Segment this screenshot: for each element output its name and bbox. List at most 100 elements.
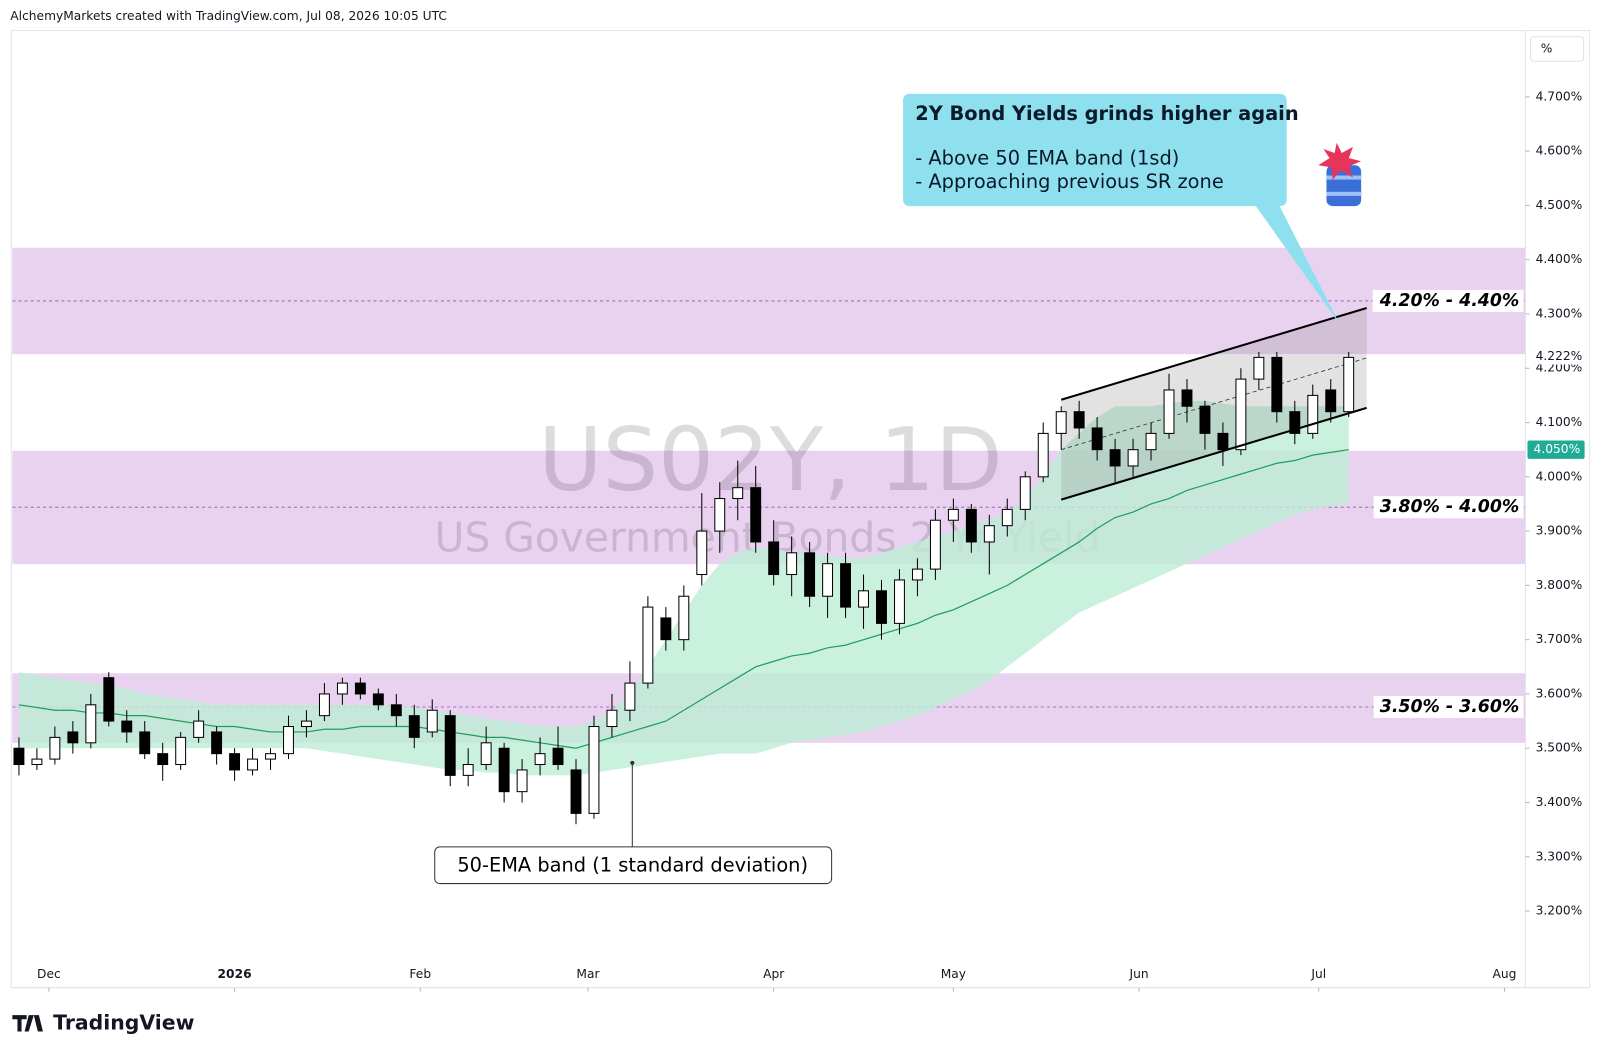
logo-mark [12, 1015, 43, 1032]
candle-body [1127, 449, 1139, 467]
y-tick-label: 4.400% [1536, 252, 1583, 266]
x-tick-label: Dec [37, 967, 61, 981]
zone-label-bg [1373, 695, 1524, 718]
callout-line: 2Y Bond Yields grinds higher again [915, 102, 1298, 125]
plot: 4.20% - 4.40% 3.80% - 4.00% 3.50% - 3.60% U… [11, 30, 1590, 992]
candle-body [822, 563, 834, 597]
candle-body [1037, 432, 1049, 478]
candle-body [732, 487, 744, 500]
candle-body [642, 606, 654, 684]
barrel-ring [1326, 175, 1362, 180]
candle-body [157, 753, 169, 766]
ema-price-label: 4.050% [1534, 442, 1581, 456]
unit-label: % [1541, 41, 1553, 55]
candle-body [965, 508, 977, 543]
candle-body [103, 677, 115, 722]
zone-label: 4.20% - 4.40% [1379, 291, 1520, 311]
candle-body [1235, 378, 1247, 451]
candle-body [588, 726, 600, 814]
candle-body [786, 552, 798, 576]
candle-body [444, 715, 456, 776]
candle-body [714, 498, 726, 532]
candle-body [211, 731, 223, 755]
candle-body [947, 508, 959, 521]
candle-body [354, 682, 366, 695]
header: AlchemyMarkets created with TradingView.… [10, 9, 447, 23]
candle-body [606, 709, 618, 728]
channel-midline [1061, 357, 1367, 451]
y-tick-label: 4.500% [1536, 198, 1583, 212]
logo-text: TradingView [53, 1010, 194, 1034]
ema-price-box [1527, 440, 1585, 459]
candle-body [13, 747, 25, 766]
last-price-label: 4.222% [1536, 349, 1583, 363]
candle-body [408, 715, 420, 738]
x-tick-label: Aug [1493, 967, 1517, 981]
x-tick-label: Jun [1128, 967, 1148, 981]
candle-body [229, 753, 241, 771]
candle-body [85, 704, 97, 744]
y-tick-label: 4.100% [1536, 415, 1583, 429]
y-tick-label: 3.200% [1536, 904, 1583, 918]
watermark-symbol: US02Y, 1D [538, 409, 1002, 511]
y-tick-label: 3.400% [1536, 795, 1583, 809]
callout-line: - Approaching previous SR zone [915, 170, 1223, 193]
candle-body [534, 753, 546, 766]
x-tick-label: Feb [409, 967, 431, 981]
x-tick-label: Jul [1310, 967, 1326, 981]
y-tick-label: 3.700% [1536, 632, 1583, 646]
candle-body [696, 530, 708, 576]
last-price-box [1527, 348, 1587, 365]
candle-body [49, 736, 61, 760]
candle-body [804, 552, 816, 597]
zone-label: 3.80% - 4.00% [1380, 497, 1520, 517]
candle-body [624, 682, 636, 711]
candle-body [1001, 508, 1013, 527]
x-tick-label: Apr [763, 967, 785, 981]
y-tick-label: 4.700% [1536, 89, 1583, 103]
candle-body [1163, 389, 1175, 434]
candle-body [894, 579, 905, 624]
callout-box [903, 93, 1287, 207]
zone-label-bg [1372, 289, 1524, 312]
candle-body [1343, 356, 1355, 413]
candle-body [768, 541, 780, 576]
x-tick-label: 2026 [218, 967, 252, 981]
candle-body [67, 731, 79, 744]
candle-body [480, 742, 492, 766]
barrel-icon [1318, 142, 1362, 207]
candle-body [1325, 389, 1337, 413]
y-tick-label: 4.600% [1536, 144, 1583, 158]
explosion [1318, 142, 1362, 180]
candle-body [1271, 356, 1283, 413]
candle-body [1091, 427, 1103, 451]
candle-body [1055, 411, 1067, 434]
y-tick-label: 4.000% [1536, 469, 1583, 483]
y-tick-label: 4.300% [1536, 306, 1583, 320]
candle-body [750, 487, 762, 543]
logo: TradingView [12, 1010, 195, 1034]
candle-body [1217, 432, 1229, 451]
candle-body [1019, 476, 1031, 510]
channel-upper [1060, 307, 1367, 401]
annotation-box [434, 846, 833, 885]
candle-body [1289, 411, 1301, 434]
callout-line: - Above 50 EMA band (1sd) [915, 147, 1179, 170]
ema-band [18, 400, 1349, 776]
candle-body [911, 568, 923, 581]
annotation-text: 50-EMA band (1 standard deviation) [457, 854, 808, 877]
candle-body [390, 704, 402, 717]
candle-body [265, 753, 276, 760]
ema-line [18, 449, 1349, 749]
candle-body [1199, 405, 1211, 434]
unit-box [1530, 36, 1585, 62]
channel-lower [1060, 406, 1367, 501]
candle-body [462, 764, 474, 776]
candle-body [516, 769, 528, 793]
candle-body [336, 682, 348, 695]
candle-body [1307, 394, 1319, 434]
candle-body [1109, 449, 1121, 467]
candle-body [552, 747, 564, 766]
candle-body [929, 519, 941, 570]
